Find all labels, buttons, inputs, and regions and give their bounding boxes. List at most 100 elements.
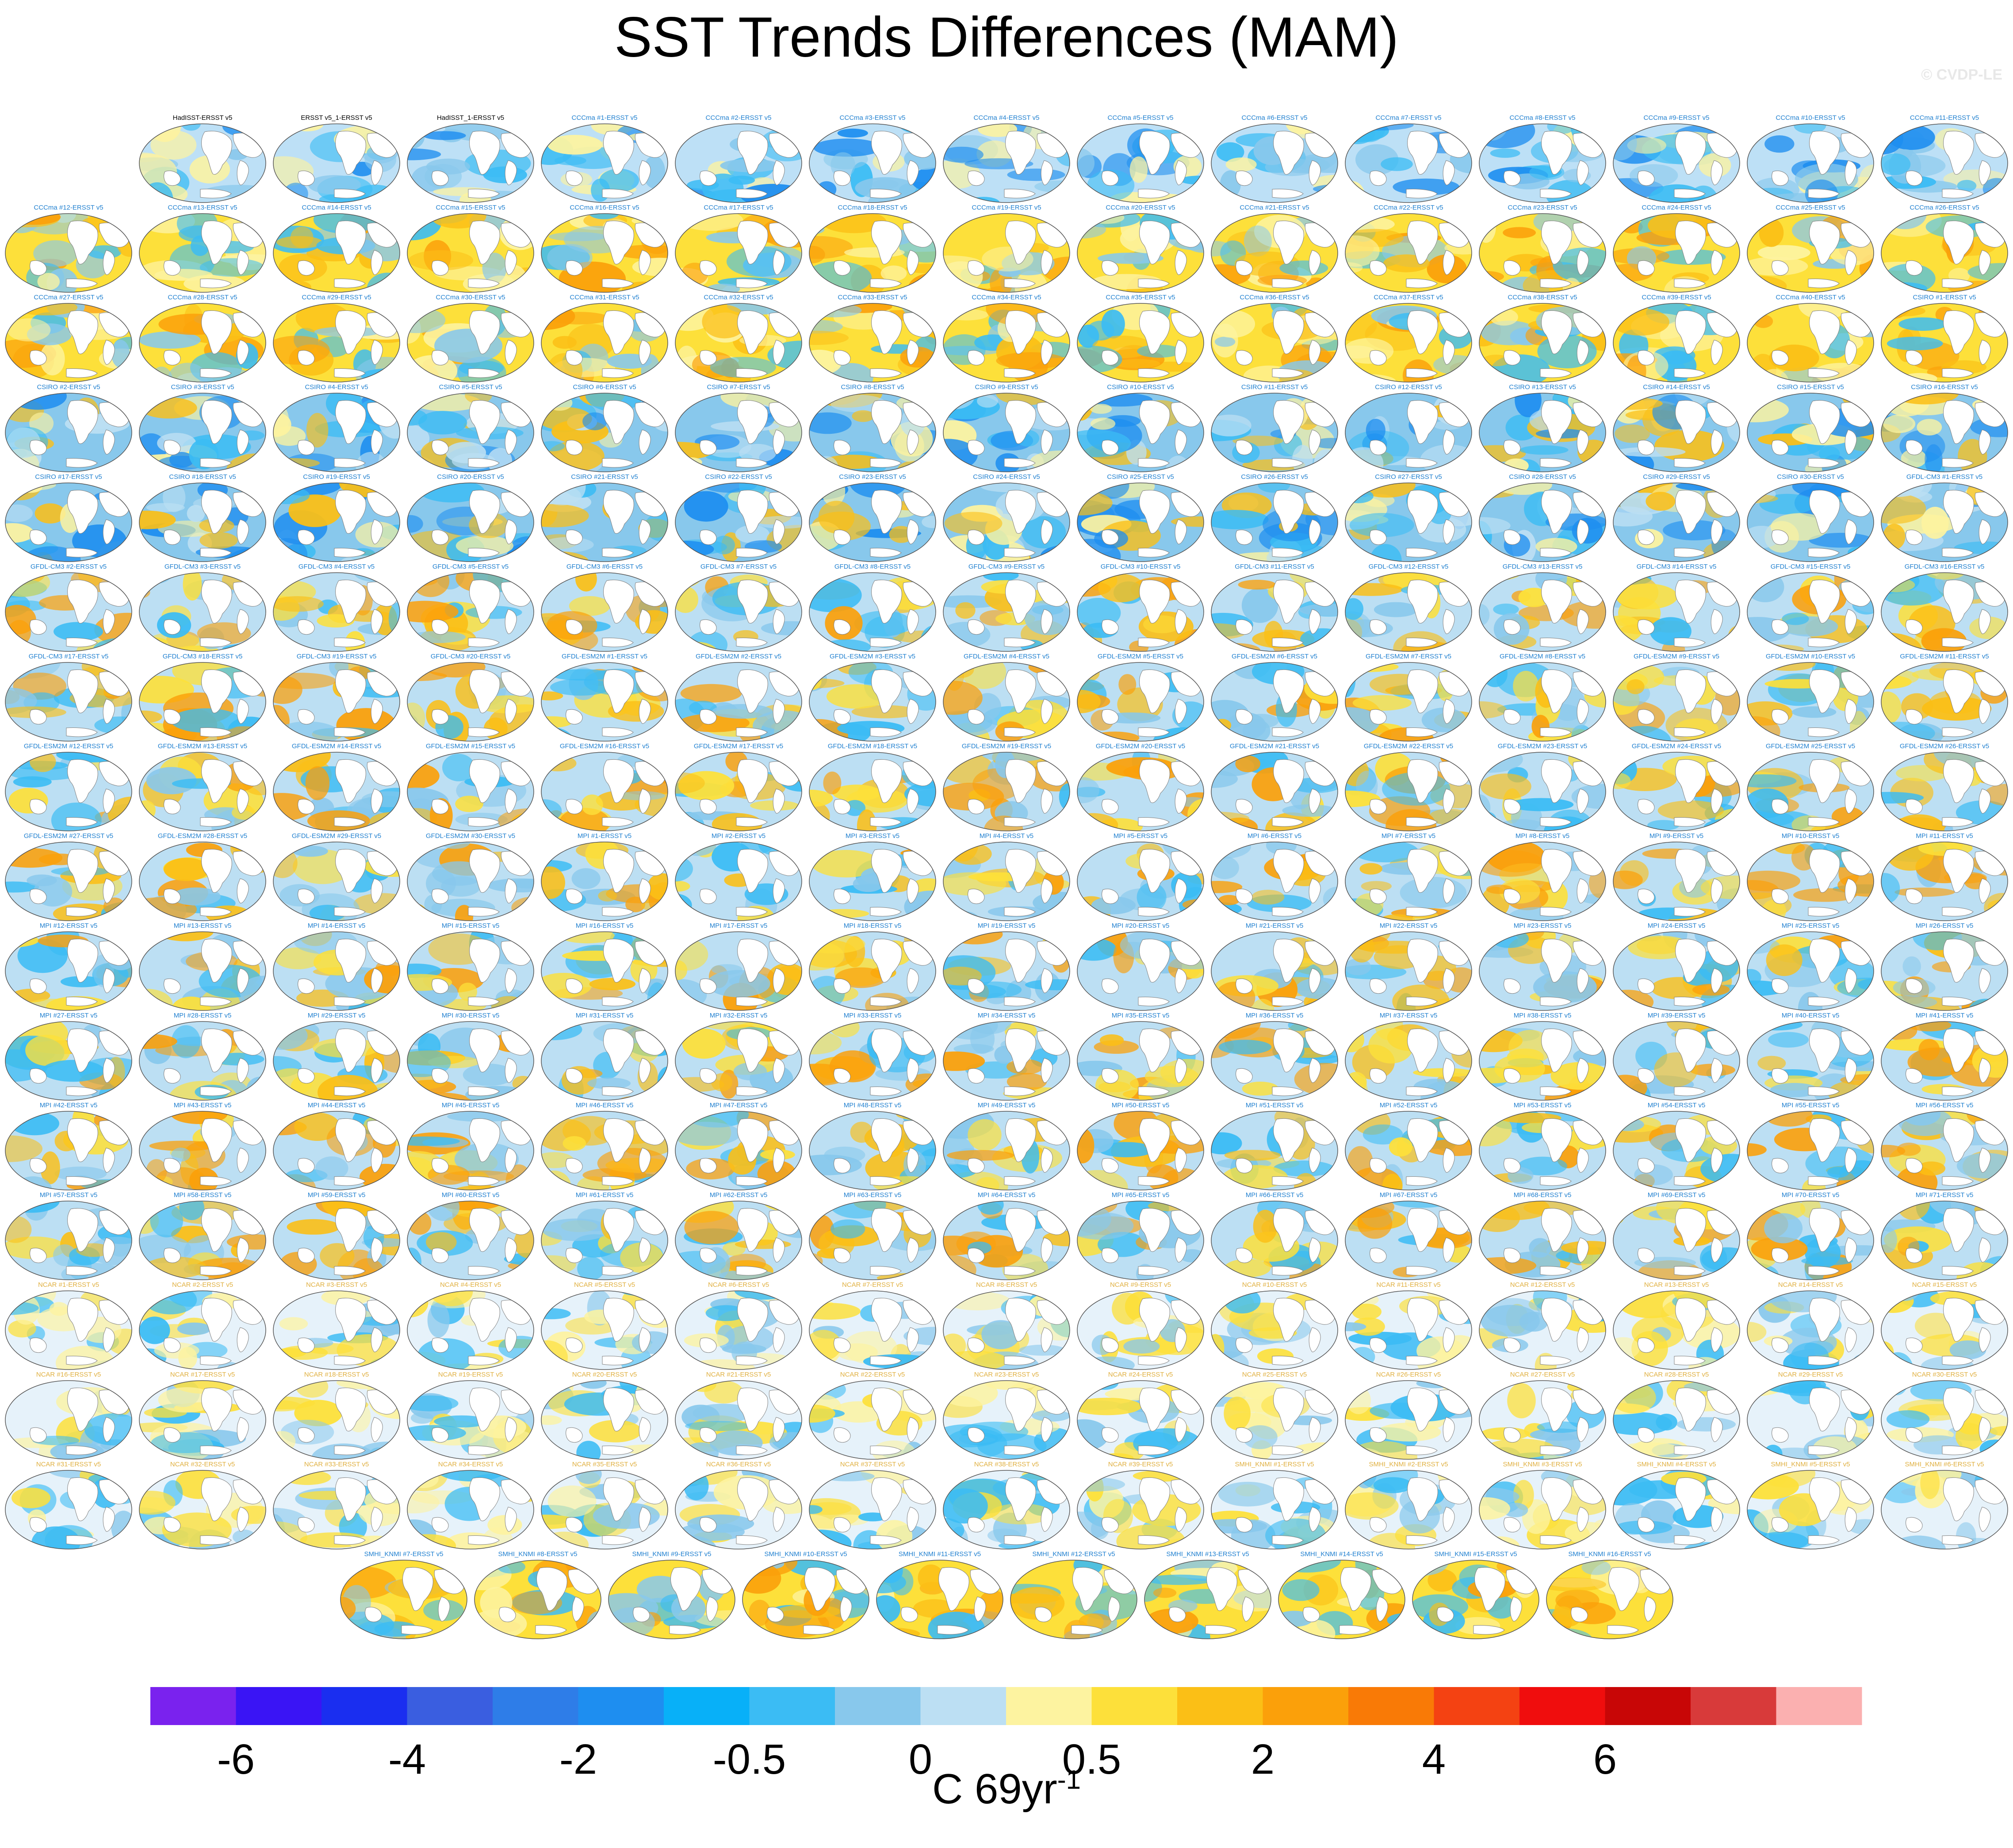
sst-map [1747, 1111, 1874, 1190]
map-panel: GFDL-ESM2M #5-ERSST v5 [1076, 653, 1205, 743]
map-panel: MPI #56-ERSST v5 [1880, 1102, 2009, 1192]
panel-label: CCCma #36-ERSST v5 [1240, 294, 1309, 301]
map-panel: GFDL-ESM2M #9-ERSST v5 [1612, 653, 1741, 743]
panel-label: GFDL-ESM2M #28-ERSST v5 [157, 832, 248, 840]
panel-label: MPI #19-ERSST v5 [977, 922, 1036, 930]
sst-map [541, 123, 668, 203]
sst-map [5, 303, 132, 383]
panel-label: CSIRO #22-ERSST v5 [705, 473, 772, 481]
panel-label: GFDL-CM3 #2-ERSST v5 [30, 563, 107, 570]
sst-map [407, 752, 534, 831]
credit-watermark: © CVDP-LE [1921, 66, 2002, 83]
panel-label: MPI #2-ERSST v5 [711, 832, 766, 840]
panel-label: MPI #44-ERSST v5 [307, 1102, 366, 1109]
panel-label: MPI #45-ERSST v5 [441, 1102, 500, 1109]
map-panel: CSIRO #20-ERSST v5 [406, 473, 535, 563]
panel-label: CCCma #17-ERSST v5 [704, 204, 773, 211]
panel-grid: HadISST-ERSST v5 ERSST v5_1-ERSST v5 HadIS… [4, 114, 2009, 1641]
map-panel: MPI #63-ERSST v5 [808, 1191, 937, 1282]
sst-map [1613, 1290, 1740, 1370]
map-panel: MPI #70-ERSST v5 [1746, 1191, 1875, 1282]
map-panel: CCCma #24-ERSST v5 [1612, 204, 1741, 294]
panel-label: CCCma #2-ERSST v5 [705, 114, 772, 122]
map-panel: MPI #52-ERSST v5 [1344, 1102, 1473, 1192]
panel-label: GFDL-CM3 #17-ERSST v5 [28, 653, 109, 660]
sst-map [340, 1560, 467, 1639]
panel-label: GFDL-CM3 #20-ERSST v5 [430, 653, 511, 660]
sst-map [1881, 1201, 2008, 1280]
panel-label: CSIRO #16-ERSST v5 [1911, 383, 1978, 391]
sst-map [1479, 931, 1606, 1011]
sst-map [1881, 842, 2008, 921]
map-panel: GFDL-CM3 #1-ERSST v5 [1880, 473, 2009, 563]
panel-label: NCAR #22-ERSST v5 [840, 1371, 905, 1378]
map-panel: GFDL-ESM2M #28-ERSST v5 [138, 832, 267, 922]
panel-label: CCCma #25-ERSST v5 [1776, 204, 1845, 211]
colorbar-swatch [1519, 1687, 1605, 1725]
sst-map [5, 1111, 132, 1190]
sst-map [1613, 1380, 1740, 1460]
panel-label: MPI #18-ERSST v5 [843, 922, 902, 930]
map-panel: MPI #65-ERSST v5 [1076, 1191, 1205, 1282]
colorbar-swatch [578, 1687, 664, 1725]
sst-map [1747, 303, 1874, 383]
sst-map [407, 213, 534, 293]
sst-map [1345, 752, 1472, 831]
sst-map [1479, 393, 1606, 472]
map-panel: SMHI_KNMI #14-ERSST v5 [1278, 1550, 1406, 1641]
map-panel: CSIRO #17-ERSST v5 [4, 473, 133, 563]
panel-label: MPI #37-ERSST v5 [1379, 1012, 1438, 1019]
sst-map [139, 393, 266, 472]
sst-map [407, 662, 534, 742]
panel-label: NCAR #36-ERSST v5 [706, 1461, 771, 1468]
panel-label: GFDL-ESM2M #27-ERSST v5 [23, 832, 114, 840]
map-panel: GFDL-CM3 #16-ERSST v5 [1880, 563, 2009, 653]
sst-map [1077, 213, 1204, 293]
sst-map [1211, 1201, 1338, 1280]
panel-label: MPI #46-ERSST v5 [575, 1102, 634, 1109]
map-panel: NCAR #14-ERSST v5 [1746, 1281, 1875, 1371]
map-panel: GFDL-CM3 #19-ERSST v5 [272, 653, 401, 743]
panel-label: CSIRO #29-ERSST v5 [1643, 473, 1710, 481]
sst-map [1881, 1021, 2008, 1101]
sst-map [1077, 752, 1204, 831]
panel-label: GFDL-CM3 #4-ERSST v5 [298, 563, 375, 570]
map-panel: CCCma #8-ERSST v5 [1478, 114, 1607, 204]
panel-label: NCAR #34-ERSST v5 [438, 1461, 503, 1468]
sst-map [1211, 123, 1338, 203]
sst-map [1747, 572, 1874, 652]
panel-label: SMHI_KNMI #6-ERSST v5 [1905, 1461, 1984, 1468]
panel-label: MPI #40-ERSST v5 [1781, 1012, 1840, 1019]
panel-label: CSIRO #11-ERSST v5 [1241, 383, 1308, 391]
sst-map [809, 572, 936, 652]
sst-map [1613, 931, 1740, 1011]
map-panel: NCAR #3-ERSST v5 [272, 1281, 401, 1371]
panel-label: MPI #3-ERSST v5 [845, 832, 900, 840]
panel-label: MPI #26-ERSST v5 [1915, 922, 1974, 930]
sst-map [809, 1021, 936, 1101]
sst-map [139, 303, 266, 383]
panel-label: MPI #52-ERSST v5 [1379, 1102, 1438, 1109]
sst-map [273, 393, 400, 472]
sst-map [1077, 123, 1204, 203]
map-panel: NCAR #15-ERSST v5 [1880, 1281, 2009, 1371]
sst-map [675, 662, 802, 742]
sst-map [809, 482, 936, 562]
panel-label: GFDL-ESM2M #14-ERSST v5 [291, 742, 382, 750]
sst-map [675, 482, 802, 562]
sst-map [273, 213, 400, 293]
map-panel: GFDL-CM3 #3-ERSST v5 [138, 563, 267, 653]
map-panel: SMHI_KNMI #12-ERSST v5 [1010, 1550, 1138, 1641]
panel-label: NCAR #1-ERSST v5 [38, 1281, 100, 1289]
sst-map [541, 752, 668, 831]
panel-label: MPI #60-ERSST v5 [441, 1191, 500, 1199]
panel-label: MPI #22-ERSST v5 [1379, 922, 1438, 930]
panel-label: GFDL-CM3 #18-ERSST v5 [162, 653, 243, 660]
map-panel: GFDL-ESM2M #6-ERSST v5 [1210, 653, 1339, 743]
panel-label: MPI #68-ERSST v5 [1513, 1191, 1572, 1199]
map-panel: CSIRO #13-ERSST v5 [1478, 383, 1607, 474]
map-panel: MPI #20-ERSST v5 [1076, 922, 1205, 1012]
map-panel: MPI #10-ERSST v5 [1746, 832, 1875, 922]
sst-map [809, 303, 936, 383]
map-panel: CSIRO #21-ERSST v5 [540, 473, 669, 563]
